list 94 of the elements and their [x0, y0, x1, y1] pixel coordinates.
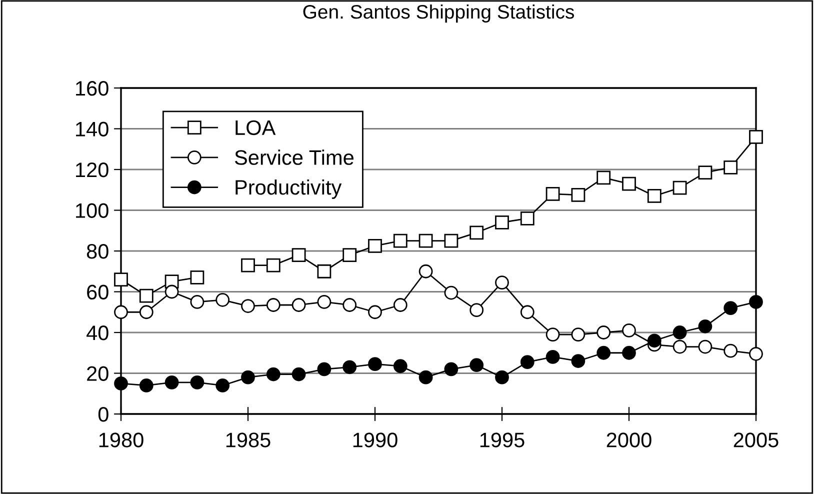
point [368, 357, 382, 372]
y-tick-label: 140 [76, 122, 108, 137]
point [520, 211, 534, 226]
point [495, 216, 509, 230]
point [139, 378, 154, 392]
point [292, 248, 306, 262]
point [672, 180, 687, 195]
point [622, 324, 636, 338]
point [622, 346, 636, 360]
point [647, 334, 662, 348]
point [317, 362, 332, 376]
point [698, 319, 712, 334]
point [470, 226, 484, 240]
point [672, 326, 687, 340]
point [317, 294, 332, 309]
point [114, 272, 128, 286]
point [190, 270, 204, 284]
legend-label: Service Time [234, 150, 354, 165]
point [114, 305, 128, 320]
point [495, 370, 509, 384]
point [495, 276, 509, 290]
legend-label: Productivity [236, 179, 342, 199]
x-tick-label: 2005 [734, 432, 778, 448]
point [470, 303, 484, 318]
point [571, 354, 586, 368]
y-tick-label: 0 [98, 407, 108, 422]
point [724, 344, 738, 358]
point [139, 305, 154, 320]
point [749, 346, 763, 361]
point [444, 286, 458, 300]
point [546, 187, 560, 201]
point [139, 288, 154, 303]
point [241, 299, 255, 313]
point [164, 375, 179, 390]
point [444, 362, 458, 376]
x-tick-label: 2000 [606, 432, 652, 448]
point [114, 376, 128, 390]
point [241, 258, 255, 272]
point [216, 292, 230, 307]
y-tick-label: 160 [76, 81, 108, 96]
point [672, 340, 687, 354]
x-tick-label: 1985 [226, 432, 270, 448]
point [393, 298, 408, 312]
point [596, 346, 611, 360]
y-tick-label: 20 [87, 366, 108, 382]
legend-label: LOA [236, 120, 276, 136]
point [546, 328, 560, 342]
point [241, 370, 255, 384]
y-tick-label: 40 [86, 326, 108, 340]
point [749, 130, 763, 144]
point [546, 350, 560, 364]
point [698, 166, 712, 180]
x-tick-label: 1990 [353, 432, 398, 448]
point [596, 326, 611, 340]
point [418, 234, 433, 248]
point [317, 264, 332, 278]
point [698, 340, 712, 354]
y-tick-label: 60 [87, 284, 108, 300]
point [292, 367, 306, 382]
point [470, 358, 484, 372]
x-tick-label: 1980 [99, 432, 144, 448]
point [216, 378, 230, 392]
y-tick-label: 80 [86, 244, 108, 259]
point [393, 359, 408, 374]
point [724, 160, 738, 174]
point [342, 298, 357, 312]
point [368, 305, 382, 320]
point [520, 355, 534, 369]
y-tick-label: 120 [76, 162, 108, 178]
point [724, 301, 738, 315]
point [266, 258, 280, 272]
x-tick-label: 1995 [480, 432, 524, 448]
point [266, 367, 280, 382]
y-tick-label: 100 [76, 203, 108, 218]
point [596, 170, 611, 185]
point [571, 328, 586, 342]
point [342, 248, 357, 262]
point [444, 234, 458, 248]
point [647, 189, 662, 203]
point [418, 264, 433, 278]
point [266, 298, 280, 312]
point [571, 188, 586, 202]
point [520, 305, 534, 320]
point [749, 294, 763, 309]
point [342, 360, 357, 374]
point [418, 370, 433, 384]
point [393, 234, 408, 248]
point [164, 284, 179, 299]
point [190, 294, 204, 309]
point [292, 298, 306, 312]
point [368, 238, 382, 253]
point [190, 375, 204, 390]
chart-title: Gen. Santos Shipping Statistics [303, 4, 574, 23]
point [622, 176, 636, 191]
